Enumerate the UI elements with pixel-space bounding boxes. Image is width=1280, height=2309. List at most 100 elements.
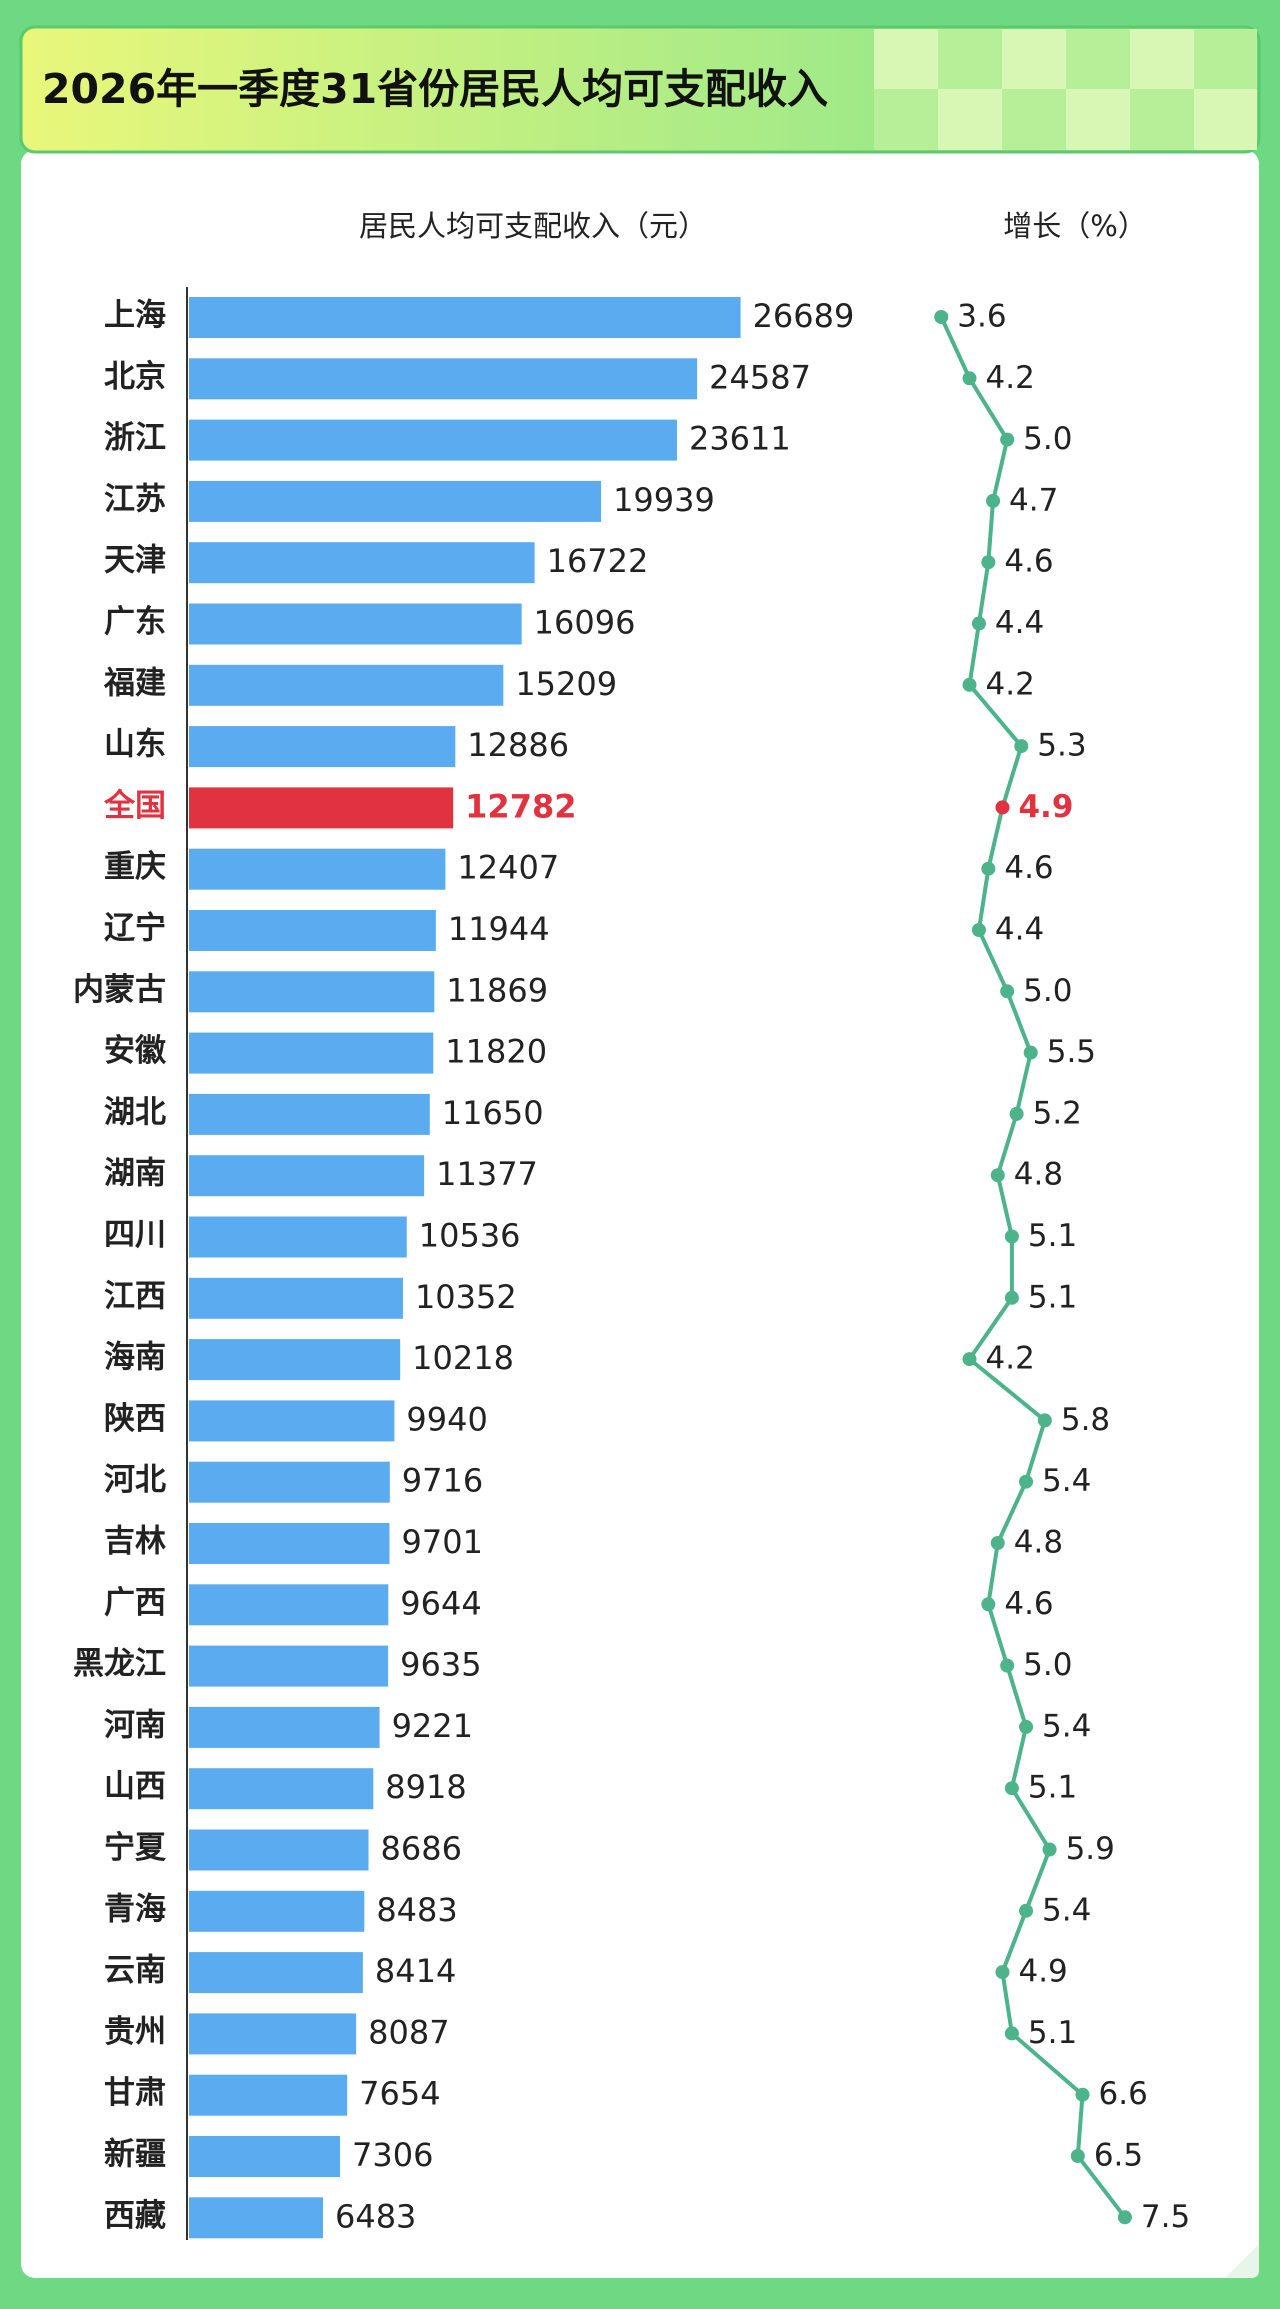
bar: [189, 1277, 403, 1319]
bar: [189, 2197, 323, 2239]
value-label: 8087: [368, 2013, 449, 2051]
growth-label: 5.4: [1042, 1463, 1091, 1499]
category-label: 广西: [104, 1585, 166, 1621]
category-label: 云南: [104, 1953, 166, 1989]
growth-label: 5.1: [1028, 1770, 1077, 1806]
page-curl: [1225, 2244, 1259, 2278]
bar: [189, 664, 504, 706]
growth-point: [1019, 1719, 1034, 1734]
growth-point: [962, 677, 977, 692]
bar: [189, 1645, 389, 1687]
growth-label: 5.0: [1023, 421, 1072, 457]
bar: [189, 1093, 430, 1135]
bar: [189, 1952, 363, 1994]
bar: [189, 1890, 365, 1932]
category-label: 浙江: [104, 420, 166, 456]
value-label: 9644: [400, 1584, 481, 1622]
bar: [189, 2013, 357, 2055]
bar: [189, 2074, 348, 2116]
value-label: 10352: [415, 1278, 517, 1316]
value-label: 11944: [448, 910, 550, 948]
bar: [189, 787, 454, 829]
value-label: 10536: [419, 1217, 521, 1255]
growth-label: 4.2: [986, 360, 1035, 396]
growth-label: 4.2: [986, 666, 1035, 702]
growth-label: 5.1: [1028, 2015, 1077, 2051]
bar: [189, 1829, 369, 1871]
value-label: 16096: [534, 604, 636, 642]
growth-label: 6.6: [1099, 2076, 1148, 2112]
growth-point: [1004, 1781, 1019, 1796]
growth-point: [1004, 1290, 1019, 1305]
growth-label: 4.9: [1018, 1954, 1067, 1990]
category-label: 江苏: [104, 481, 166, 517]
growth-point: [1000, 1658, 1015, 1673]
growth-point: [990, 1168, 1005, 1183]
bar: [189, 1216, 407, 1258]
value-label: 26689: [753, 297, 855, 335]
category-label: 河南: [104, 1707, 166, 1743]
category-label: 青海: [104, 1891, 166, 1927]
growth-point: [934, 310, 949, 324]
page-title: 2026年一季度31省份居民人均可支配收入: [42, 65, 828, 113]
growth-point: [1014, 739, 1029, 754]
value-label: 6483: [335, 2197, 416, 2235]
category-label: 上海: [104, 298, 166, 334]
category-label: 西藏: [104, 2198, 166, 2234]
value-label: 23611: [689, 420, 791, 458]
growth-label: 4.6: [1004, 850, 1053, 886]
growth-label: 4.8: [1014, 1157, 1063, 1193]
value-label: 19939: [613, 481, 715, 519]
value-label: 11377: [436, 1155, 538, 1193]
value-label: 12782: [465, 787, 576, 825]
growth-label: 5.3: [1037, 728, 1086, 764]
bar: [189, 1461, 390, 1503]
growth-point: [981, 555, 996, 570]
growth-point: [971, 616, 986, 631]
growth-point: [1000, 432, 1015, 447]
category-label: 湖北: [104, 1094, 166, 1130]
category-label: 天津: [104, 543, 166, 579]
value-label: 15209: [515, 665, 617, 703]
growth-point: [1117, 2210, 1132, 2225]
checker-decoration: [874, 29, 1257, 150]
bar: [189, 419, 677, 461]
bar: [189, 910, 436, 951]
bar: [189, 2136, 340, 2177]
category-label: 新疆: [104, 2137, 166, 2173]
value-label: 16722: [547, 542, 649, 580]
growth-point: [986, 493, 1001, 508]
category-label: 重庆: [104, 849, 166, 885]
category-label: 辽宁: [104, 911, 166, 947]
value-label: 12886: [467, 726, 569, 764]
growth-label: 5.2: [1033, 1095, 1082, 1131]
growth-point: [995, 1965, 1010, 1980]
growth-point: [1075, 2087, 1090, 2102]
growth-label: 5.0: [1023, 973, 1072, 1009]
bar: [189, 480, 602, 522]
bar-axis-title: 居民人均可支配收入（元）: [359, 209, 707, 243]
value-label: 10218: [412, 1339, 514, 1377]
value-label: 11869: [446, 971, 548, 1009]
category-label: 陕西: [104, 1401, 166, 1437]
bar: [189, 1706, 380, 1748]
growth-point: [962, 371, 977, 386]
category-label: 甘肃: [104, 2075, 166, 2111]
value-label: 8918: [385, 1768, 466, 1806]
value-label: 9701: [401, 1523, 482, 1561]
value-label: 9716: [402, 1462, 483, 1500]
growth-point: [1023, 1045, 1038, 1060]
growth-label: 4.8: [1014, 1525, 1063, 1561]
bar: [189, 1523, 390, 1564]
bar: [189, 1155, 425, 1197]
category-label: 广东: [104, 604, 166, 640]
value-label: 11820: [445, 1033, 547, 1071]
value-label: 11650: [442, 1094, 544, 1132]
category-label: 四川: [104, 1217, 166, 1253]
growth-label: 4.2: [986, 1341, 1035, 1377]
growth-point: [1019, 1903, 1034, 1918]
bar: [189, 1584, 389, 1626]
growth-point: [1009, 1106, 1024, 1121]
category-label: 湖南: [104, 1156, 166, 1192]
bar: [189, 726, 456, 768]
